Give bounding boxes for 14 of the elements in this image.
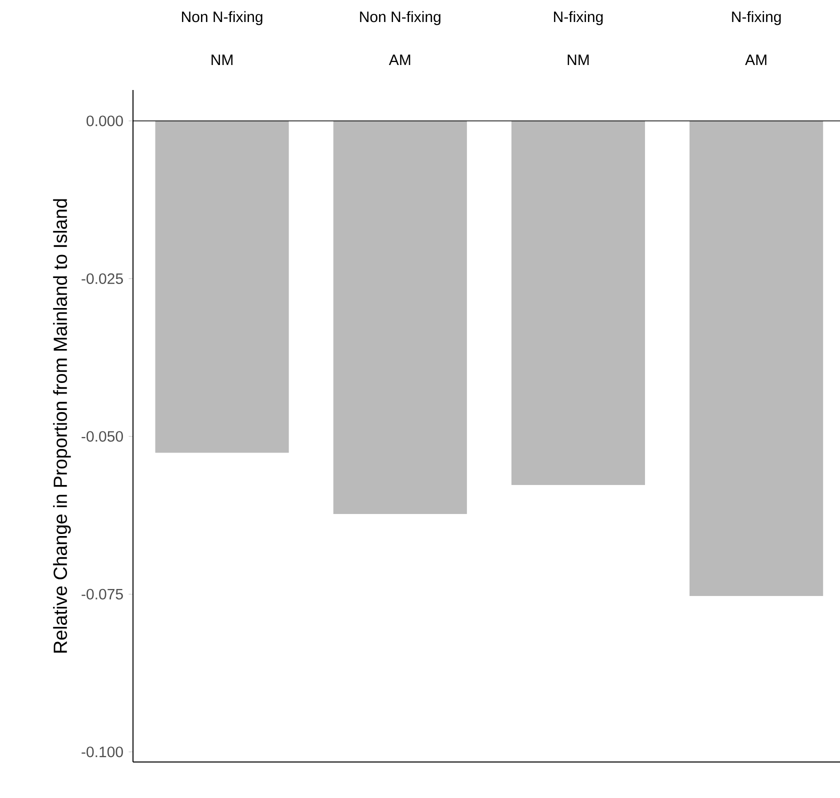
x-tick-label: AM — [745, 54, 766, 65]
text: Non N-fixing — [360, 11, 440, 26]
y-tick-label: -0.075 — [82, 588, 123, 600]
text: N-fixing — [554, 11, 603, 26]
x-tick-label: AM — [388, 54, 410, 65]
text: N-fixing — [732, 11, 781, 26]
y-tick-label: -0.025 — [82, 273, 123, 284]
y-tick-label: -0.100 — [82, 746, 123, 758]
y-tick-label: 0.000 — [86, 116, 123, 126]
text: Non N-fixing — [182, 11, 262, 26]
x-tick-label: NM — [568, 54, 589, 65]
y-axis-title: Relative Change in Proportion from Mainland to Island — [53, 199, 71, 653]
y-tick-label: -0.050 — [82, 431, 123, 442]
x-tick-label: NM — [212, 54, 232, 65]
